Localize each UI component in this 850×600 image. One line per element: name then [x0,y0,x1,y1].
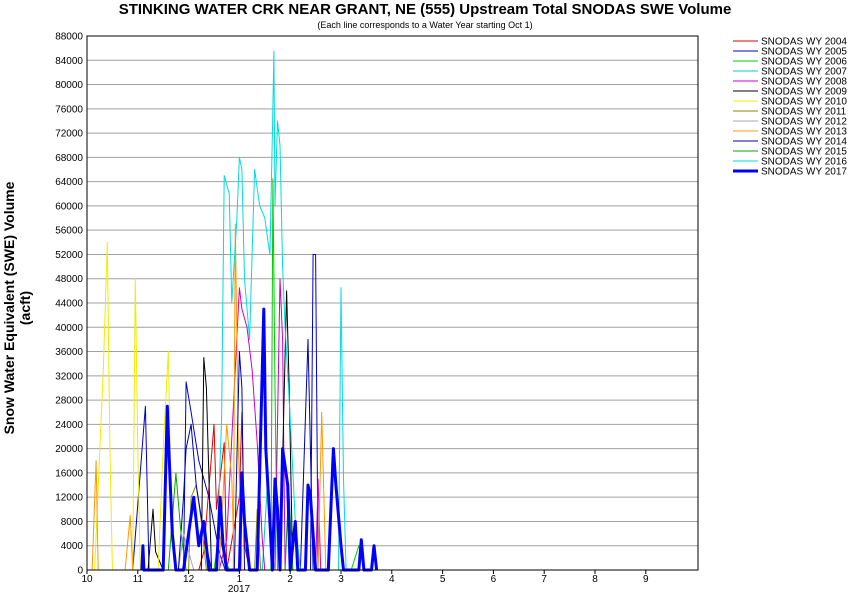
series-line-7 [188,484,262,571]
x-tick-label: 10 [81,574,93,585]
y-tick-label: 0 [77,566,83,577]
legend-label: SNODAS WY 2013 [761,127,847,138]
y-tick-label: 44000 [55,299,83,310]
x-tick-label: 6 [491,574,497,585]
y-tick-label: 72000 [55,129,83,140]
y-tick-label: 24000 [55,420,83,431]
legend-label: SNODAS WY 2005 [761,47,847,58]
x-tick-label: 2 [287,574,293,585]
y-tick-label: 56000 [55,226,83,237]
legend-label: SNODAS WY 2015 [761,147,847,158]
legend-label: SNODAS WY 2012 [761,117,847,128]
y-tick-label: 12000 [55,493,83,504]
x-tick-label: 9 [643,574,649,585]
x-year-label: 2017 [228,584,251,595]
y-tick-label: 4000 [61,541,84,552]
legend-label: SNODAS WY 2017 [761,167,847,178]
x-tick-label: 8 [592,574,598,585]
x-tick-label: 7 [541,574,547,585]
y-tick-label: 36000 [55,347,83,358]
y-tick-label: 84000 [55,56,83,67]
chart-title: STINKING WATER CRK NEAR GRANT, NE (555) … [118,1,732,18]
y-tick-label: 64000 [55,177,83,188]
y-tick-label: 40000 [55,323,83,334]
x-tick-label: 4 [389,574,395,585]
chart-subtitle: (Each line corresponds to a Water Year s… [317,20,533,30]
y-tick-label: 60000 [55,201,83,212]
series-line-6 [94,241,177,571]
legend-label: SNODAS WY 2007 [761,67,847,78]
legend-label: SNODAS WY 2016 [761,157,847,168]
y-tick-label: 16000 [55,468,83,479]
y-tick-label: 32000 [55,371,83,382]
legend-label: SNODAS WY 2006 [761,57,847,68]
x-tick-label: 3 [338,574,344,585]
legend-label: SNODAS WY 2014 [761,137,847,148]
y-tick-label: 20000 [55,444,83,455]
y-tick-label: 8000 [61,517,84,528]
plot-frame [86,35,699,571]
y-tick-label: 28000 [55,396,83,407]
legend-label: SNODAS WY 2008 [761,77,847,88]
y-tick-label: 76000 [55,104,83,115]
y-tick-label: 48000 [55,274,83,285]
x-tick-label: 12 [183,574,195,585]
y-tick-label: 80000 [55,80,83,91]
y-tick-label: 52000 [55,250,83,261]
x-tick-label: 1 [237,574,243,585]
series-line-5 [147,290,294,571]
y-tick-label: 88000 [55,32,83,43]
x-tick-label: 5 [440,574,446,585]
x-tick-label: 11 [133,574,144,585]
legend-label: SNODAS WY 2011 [761,107,847,118]
y-tick-label: 68000 [55,153,83,164]
legend-label: SNODAS WY 2010 [761,97,847,108]
legend-label: SNODAS WY 2009 [761,87,847,98]
y-axis-ticks: 0 4000 8000 12000 16000 20000 24000 28000 32000 3… [55,32,83,577]
x-axis-ticks: 10 11 12 1 2 3 4 5 6 7 8 9 [81,570,649,585]
legend-label: SNODAS WY 2004 [761,37,847,48]
